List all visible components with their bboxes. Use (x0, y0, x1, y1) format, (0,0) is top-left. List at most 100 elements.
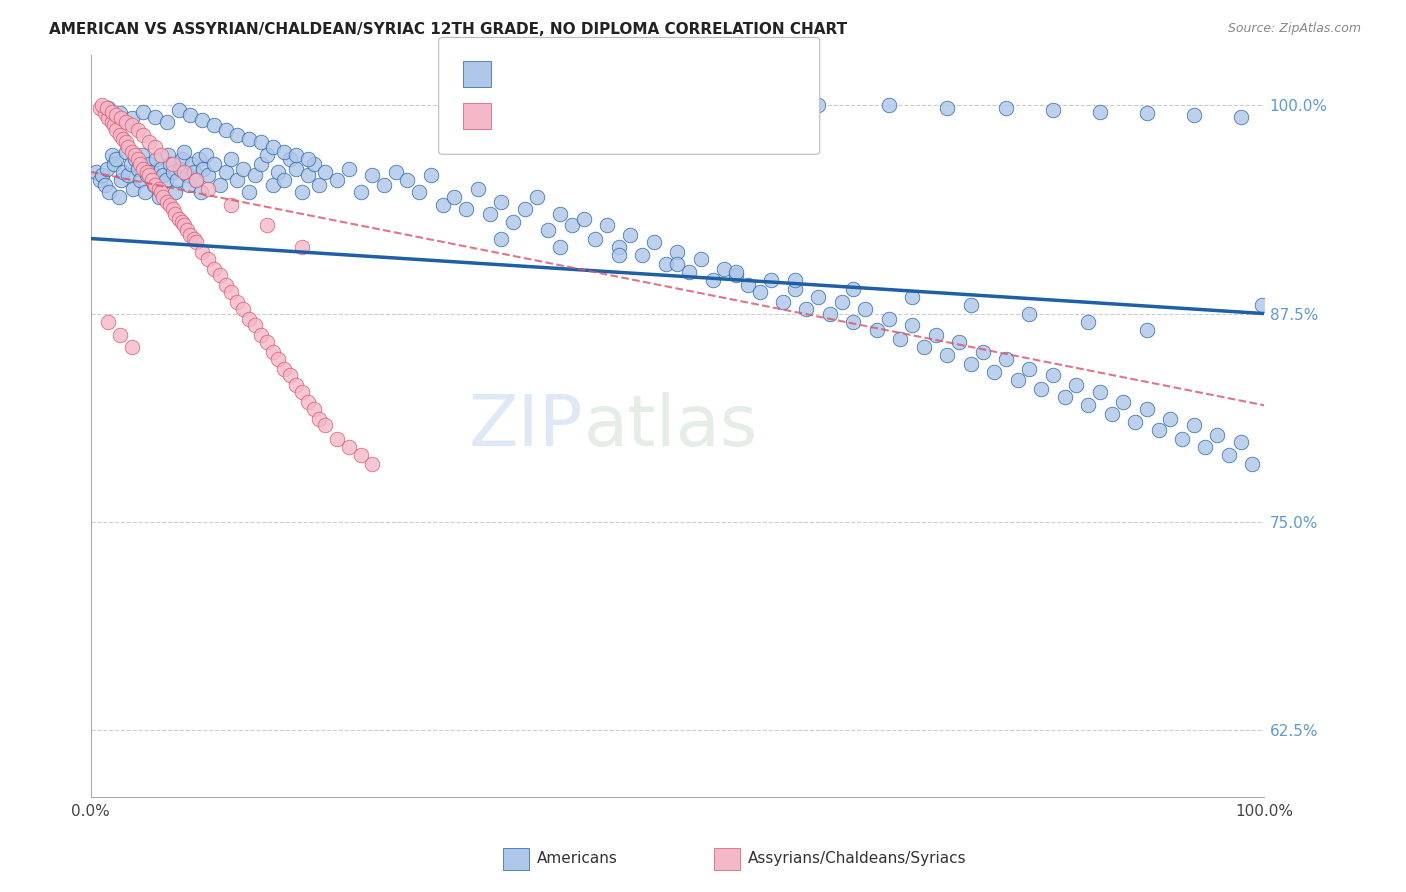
Point (262, 140, 284, 154)
Point (162, 202, 184, 216)
Point (105, 152, 128, 166)
Point (117, 168, 139, 182)
Point (267, 351, 290, 366)
Point (491, 231, 513, 245)
Point (1147, 423, 1170, 437)
Point (326, 173, 349, 187)
Point (561, 218, 583, 232)
Text: R =: R = (505, 107, 541, 125)
Text: 80: 80 (658, 107, 686, 125)
Point (110, 173, 132, 187)
Point (148, 190, 170, 204)
Point (167, 211, 190, 226)
Point (1077, 315, 1099, 329)
Point (689, 252, 711, 266)
Point (127, 161, 149, 176)
Point (208, 178, 231, 193)
Point (121, 118, 143, 132)
Point (1159, 411, 1181, 425)
Point (619, 228, 641, 243)
Point (1101, 407, 1123, 421)
Point (208, 268, 231, 283)
Point (866, 323, 889, 337)
Point (96, 161, 118, 176)
Point (186, 173, 208, 187)
Point (373, 178, 395, 193)
Point (713, 261, 735, 276)
Text: N =: N = (614, 65, 662, 83)
Point (349, 185, 371, 199)
Point (191, 113, 214, 128)
Point (132, 104, 155, 119)
Point (432, 198, 454, 212)
Point (297, 395, 319, 409)
Point (132, 161, 155, 176)
Point (725, 268, 748, 283)
Point (467, 181, 489, 195)
Point (159, 156, 181, 170)
Point (273, 145, 295, 159)
Point (249, 156, 271, 170)
Point (86, 165, 108, 179)
Point (583, 231, 606, 245)
Point (167, 103, 190, 117)
Point (901, 290, 924, 304)
Point (267, 165, 290, 179)
Point (141, 173, 163, 187)
Point (89, 173, 111, 187)
Point (138, 156, 160, 170)
Point (1066, 378, 1088, 392)
Point (936, 348, 959, 362)
Point (132, 128, 155, 143)
Point (420, 168, 443, 182)
Point (138, 168, 160, 182)
Point (105, 123, 128, 137)
Point (1218, 448, 1240, 462)
Point (702, 273, 724, 287)
Point (959, 298, 981, 312)
Point (179, 178, 201, 193)
Point (273, 173, 295, 187)
Point (89, 102, 111, 116)
Point (1182, 418, 1205, 433)
Point (308, 178, 330, 193)
Point (959, 357, 981, 371)
Point (596, 218, 619, 232)
Point (214, 123, 236, 137)
Point (136, 168, 159, 182)
Point (169, 161, 191, 176)
Point (285, 161, 308, 176)
Point (96, 102, 118, 116)
Point (1241, 457, 1264, 471)
Point (1088, 384, 1111, 399)
Point (173, 165, 195, 179)
Point (607, 240, 630, 254)
Point (256, 334, 278, 349)
Point (91, 98, 114, 112)
Point (138, 135, 160, 149)
Point (100, 104, 122, 119)
Point (678, 265, 700, 279)
Point (93, 178, 115, 193)
Point (127, 152, 149, 166)
Point (537, 223, 560, 237)
Point (1194, 440, 1216, 454)
Point (98, 185, 121, 199)
Point (249, 328, 271, 343)
Point (384, 165, 406, 179)
Point (572, 211, 595, 226)
Point (157, 148, 180, 162)
Point (145, 152, 167, 166)
Point (1250, 298, 1272, 312)
Point (136, 165, 159, 179)
Point (97, 102, 120, 116)
Point (143, 110, 166, 124)
Point (93, 106, 115, 120)
Point (226, 294, 249, 309)
Point (948, 334, 970, 349)
Point (238, 311, 260, 326)
Point (748, 285, 770, 299)
Point (326, 432, 349, 446)
Point (262, 345, 284, 359)
Text: Source: ZipAtlas.com: Source: ZipAtlas.com (1227, 22, 1361, 36)
